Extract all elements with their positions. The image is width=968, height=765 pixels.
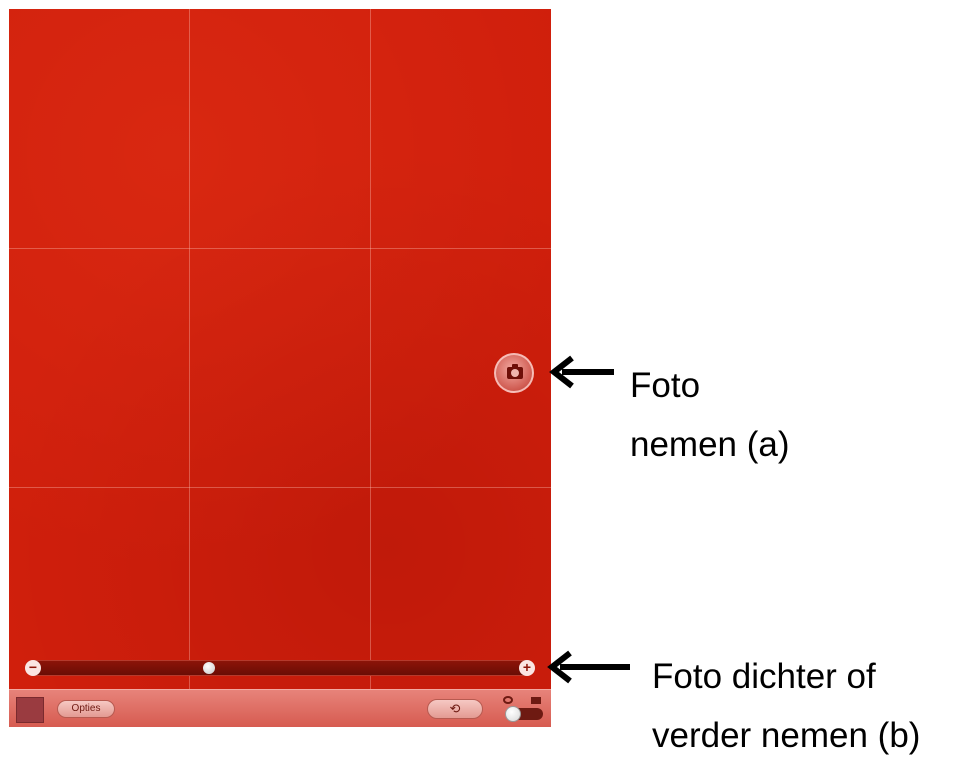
annotation-line: Foto	[630, 366, 701, 405]
video-icon	[531, 697, 541, 704]
camera-icon	[503, 696, 513, 704]
camera-toolbar: Opties ⟲	[9, 689, 551, 727]
annotation-zoom: Foto dichter of verder nemen (b)	[652, 647, 920, 765]
zoom-slider[interactable]: − +	[25, 660, 535, 676]
grid-line	[9, 487, 551, 488]
annotation-line: Foto dichter of	[652, 657, 876, 696]
camera-icon	[507, 364, 523, 379]
grid-line	[189, 9, 190, 727]
switch-camera-icon: ⟲	[449, 701, 461, 716]
annotation-line: nemen (a)	[630, 425, 790, 464]
zoom-slider-handle[interactable]	[202, 662, 215, 674]
grid-line	[9, 248, 551, 249]
zoom-in-icon[interactable]: +	[519, 660, 535, 676]
zoom-out-icon[interactable]: −	[25, 660, 41, 676]
switch-camera-button[interactable]: ⟲	[427, 699, 483, 719]
photo-video-toggle[interactable]	[503, 696, 547, 724]
annotation-line: verder nemen (b)	[652, 716, 921, 755]
options-button[interactable]: Opties	[57, 700, 115, 718]
arrow-left-icon	[547, 650, 630, 684]
grid-line	[370, 9, 371, 727]
toggle-thumb[interactable]	[505, 706, 521, 722]
last-photo-thumbnail[interactable]	[16, 697, 44, 723]
take-photo-button[interactable]	[494, 353, 534, 393]
arrow-left-icon	[549, 355, 614, 389]
annotation-take-photo: Foto nemen (a)	[630, 356, 790, 474]
camera-viewfinder[interactable]: − + Opties ⟲	[9, 9, 551, 727]
